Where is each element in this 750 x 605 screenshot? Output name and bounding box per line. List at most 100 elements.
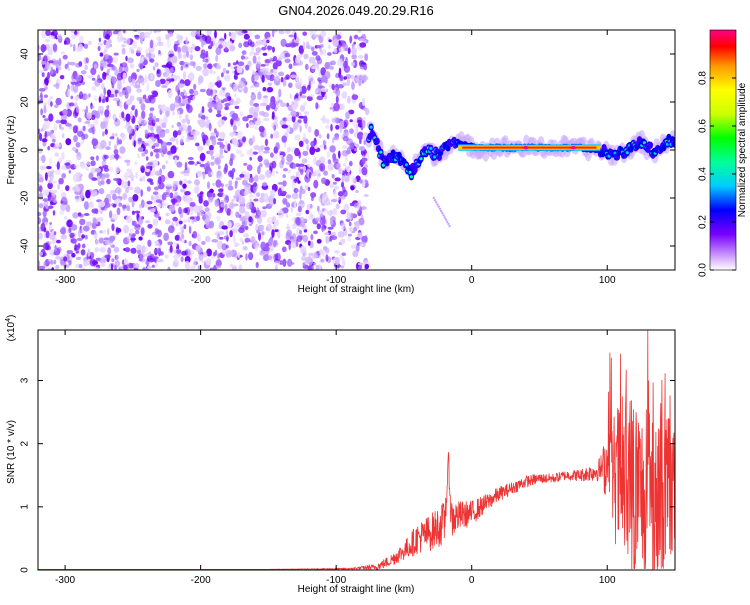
signal-core [672,140,675,148]
noise-blob [230,118,234,126]
noise-blob [306,45,312,50]
noise-blob [232,125,238,131]
noise-blob [235,97,241,105]
noise-blob [120,133,126,141]
noise-blob [349,35,353,44]
noise-blob [211,138,217,146]
noise-blob [261,46,267,51]
noise-blob [125,188,129,194]
noise-blob [177,110,180,115]
noise-blob [41,44,45,53]
noise-blob [361,178,366,188]
noise-blob [272,46,275,53]
noise-blob [210,88,213,97]
noise-blob [260,64,267,67]
noise-blob [236,243,240,247]
noise-blob [70,224,78,231]
noise-blob [129,63,135,69]
noise-blob [224,203,228,213]
noise-blob [254,125,258,130]
noise-blob [101,98,105,104]
noise-blob [351,61,355,67]
noise-blob [75,171,81,177]
noise-blob [354,221,360,229]
noise-blob [80,249,86,256]
noise-blob [162,200,165,209]
noise-blob [149,165,153,171]
noise-blob [214,157,221,165]
noise-blob [235,177,242,181]
noise-blob [224,102,231,107]
noise-blob [87,75,94,79]
noise-blob [171,124,175,129]
noise-blob [169,67,174,73]
noise-blob [138,236,143,241]
noise-blob [281,190,287,195]
noise-blob [42,189,50,197]
band-core [462,146,597,149]
noise-blob [287,169,292,174]
noise-blob [86,112,92,120]
noise-blob [148,45,155,53]
noise-blob [60,226,67,235]
noise-blob [165,110,170,118]
noise-blob [252,135,256,143]
noise-blob [54,152,59,157]
noise-blob [137,137,143,143]
noise-blob [285,213,289,218]
noise-blob [67,61,70,66]
noise-blob [134,108,138,118]
noise-blob [107,63,114,68]
noise-blob [50,129,55,134]
noise-blob [273,198,277,205]
noise-blob [247,114,253,119]
noise-blob [173,43,178,52]
noise-blob [197,147,203,152]
noise-blob [299,125,302,133]
noise-blob [202,171,206,180]
noise-blob [189,88,194,95]
noise-blob [43,104,47,114]
noise-blob [365,108,370,116]
noise-blob [149,30,153,35]
noise-blob [277,99,283,104]
noise-blob [261,224,265,230]
heatmap-marks [38,30,675,270]
noise-blob [161,193,167,201]
noise-blob [116,72,124,81]
noise-blob [166,39,171,48]
signal-tail [432,196,435,200]
noise-blob [126,160,131,167]
noise-blob [110,86,116,94]
noise-blob [60,234,68,240]
noise-blob [83,225,90,232]
noise-blob [49,201,54,206]
noise-blob [248,121,255,129]
noise-blob [38,150,43,154]
noise-blob [274,264,278,270]
noise-blob [165,176,169,180]
noise-blob [314,144,318,150]
noise-blob [111,258,115,263]
noise-blob [326,151,331,158]
noise-blob [187,157,194,160]
noise-blob [249,156,252,161]
noise-blob [43,118,50,122]
colorbar-tick-label: 0.4 [698,167,709,181]
noise-blob [167,154,174,160]
noise-blob [255,60,262,69]
x-tick-label: -300 [55,275,75,286]
signal-tail [436,203,439,206]
noise-blob [333,48,338,54]
signal-tail [447,222,450,226]
noise-blob [144,129,148,138]
noise-blob [137,153,141,159]
noise-blob [212,89,216,97]
noise-blob [134,160,138,166]
noise-blob [233,195,240,199]
noise-blob [118,100,123,109]
noise-blob [47,48,53,56]
noise-blob [264,58,272,64]
noise-blob [226,70,230,74]
noise-blob [224,140,228,145]
